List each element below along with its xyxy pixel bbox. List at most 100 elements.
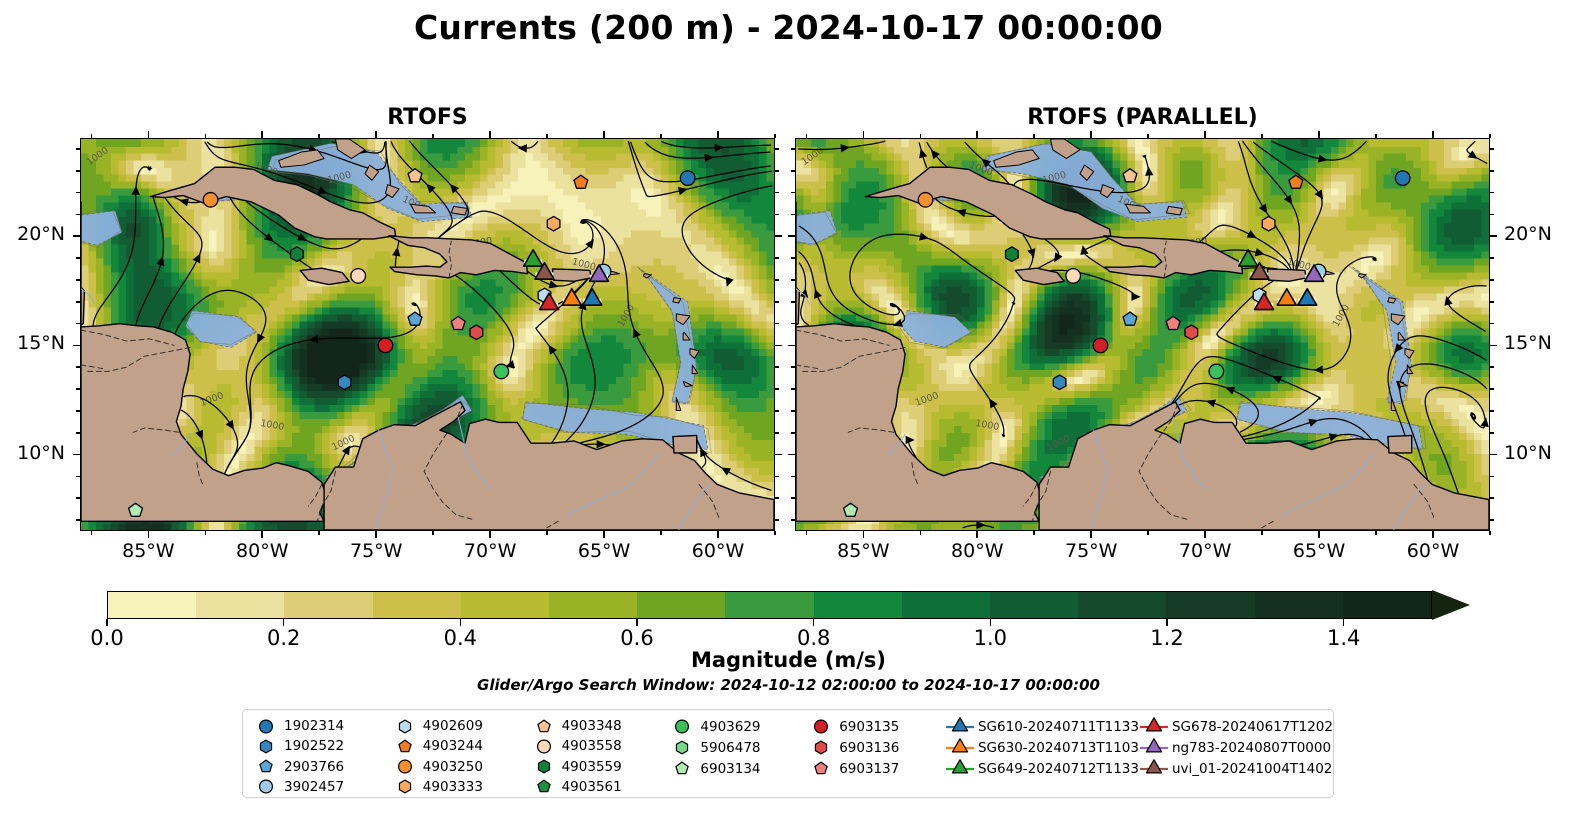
marker-2903766[interactable] [407,311,423,326]
legend-entry-1902522[interactable]: 1902522 [251,736,390,756]
marker-4903348[interactable] [407,168,423,183]
colorbar-band-13 [1254,592,1343,618]
marker-1902522[interactable] [337,374,352,391]
marker-ng783-20240807T0000[interactable] [588,264,610,283]
marker-4903558[interactable] [350,267,367,284]
lon-tick-top-4 [1318,131,1320,138]
marker-4903629[interactable] [493,363,510,380]
marker-SG610-20240711T1133[interactable] [1296,288,1318,307]
legend[interactable]: 1902314 1902522 2903766 3902457 4902609 49032… [242,709,1334,798]
legend-entry-4902609[interactable]: 4902609 [390,716,529,736]
lon-minor-tick-top [204,134,207,138]
marker-1902522[interactable] [1052,374,1067,391]
marker-SG610-20240711T1133[interactable] [581,288,603,307]
legend-entry-6903134[interactable]: 6903134 [667,758,806,779]
legend-entry-4903250[interactable]: 4903250 [390,757,529,777]
marker-SG649-20240712T1133[interactable] [1237,248,1259,267]
lat-minor-tick [76,279,80,281]
marker-1902314[interactable] [679,170,696,187]
legend-entry-1902314[interactable]: 1902314 [251,716,390,736]
marker-4903244[interactable] [573,174,589,189]
legend-entry-5906478[interactable]: 5906478 [667,737,806,758]
marker-6903136[interactable] [1184,324,1199,341]
marker-4903559[interactable] [1004,246,1019,263]
legend-entry-4903348[interactable]: 4903348 [529,716,668,736]
lat-minor-tick-right [775,366,779,369]
marker-2903766[interactable] [1122,311,1138,326]
marker-4903333[interactable] [546,215,561,232]
lat-minor-tick-right [1490,519,1494,521]
marker-6903135[interactable] [1092,337,1109,354]
legend-column-4: 6903135 6903136 6903137 [806,716,945,797]
colorbar-band-7 [725,592,814,618]
marker-SG649-20240712T1133[interactable] [522,248,544,267]
marker-6903137[interactable] [450,315,466,331]
legend-entry-ng783-20240807T0000[interactable]: ng783-20240807T0000 [1139,737,1333,758]
argo-marker-icon [390,777,420,796]
legend-entry-6903137[interactable]: 6903137 [806,758,945,779]
lon-tick-top-0 [147,131,150,138]
lon-label-5: 60°W [691,540,745,562]
legend-entry-3902457[interactable]: 3902457 [251,777,390,797]
marker-6903136[interactable] [469,324,484,341]
legend-label: 6903134 [700,760,761,777]
legend-entry-SG678-20240617T1202[interactable]: SG678-20240617T1202 [1139,716,1333,737]
marker-SG630-20240713T1103[interactable] [1276,288,1298,307]
lon-label-1: 80°W [236,540,289,562]
marker-6903134[interactable] [127,502,144,517]
legend-label: SG678-20240617T1202 [1171,718,1333,735]
marker-SG678-20240617T1202[interactable] [538,292,560,311]
legend-entry-uvi_01-20241004T1402[interactable]: uvi_01-20241004T1402 [1139,758,1333,779]
colorbar-tick-1 [282,619,285,626]
marker-uvi_01-20241004T1402[interactable] [1249,261,1270,280]
marker-ng783-20240807T0000[interactable] [1303,264,1325,283]
legend-label: 1902314 [284,718,345,735]
legend-entry-SG649-20240712T1133[interactable]: SG649-20240712T1133 [945,758,1139,779]
legend-entry-4903244[interactable]: 4903244 [390,736,529,756]
lat-label-left-1: 15°N [17,332,65,355]
marker-1902314[interactable] [1394,170,1411,187]
colorbar[interactable] [107,590,1470,620]
legend-entry-4903559[interactable]: 4903559 [529,757,668,777]
lat-minor-tick-right [775,279,779,281]
marker-4903348[interactable] [1122,168,1138,183]
lon-tick-top-4 [603,131,605,138]
lat-minor-tick-right [1490,300,1494,303]
lat-tick-right-0 [1490,453,1497,456]
legend-entry-6903135[interactable]: 6903135 [806,716,945,737]
legend-entry-4903558[interactable]: 4903558 [529,736,668,756]
lon-tick-top-2 [1090,131,1093,138]
lon-tick-0 [147,531,150,538]
legend-column-1: 4902609 4903244 4903250 4903333 [390,716,529,797]
marker-4903244[interactable] [1288,174,1304,189]
map-panel-rtofs-parallel[interactable]: 1000100010001000100010001000100010001000… [795,138,1490,531]
legend-entry-4903333[interactable]: 4903333 [390,777,529,797]
streamlines [92,140,773,491]
marker-uvi_01-20241004T1402[interactable] [534,261,555,280]
marker-4903629[interactable] [1208,363,1225,380]
legend-label: 4903348 [561,718,622,735]
legend-entry-4903629[interactable]: 4903629 [667,716,806,737]
lat-minor-tick [76,431,80,434]
marker-4903558[interactable] [1065,267,1082,284]
marker-SG630-20240713T1103[interactable] [561,288,583,307]
marker-4903250[interactable] [917,191,934,208]
lon-label-2: 75°W [349,540,403,562]
marker-6903135[interactable] [377,337,394,354]
marker-4903250[interactable] [202,191,219,208]
lat-minor-tick-right [1490,431,1494,434]
marker-SG678-20240617T1202[interactable] [1253,292,1275,311]
lat-label-left-0: 10°N [17,441,65,464]
legend-entry-6903136[interactable]: 6903136 [806,737,945,758]
legend-entry-2903766[interactable]: 2903766 [251,757,390,777]
marker-6903134[interactable] [842,502,859,517]
legend-entry-SG610-20240711T1133[interactable]: SG610-20240711T1133 [945,716,1139,737]
marker-4903559[interactable] [289,246,304,263]
lon-tick-3 [1204,531,1206,538]
lat-label-right-2: 20°N [1504,223,1552,246]
legend-entry-SG630-20240713T1103[interactable]: SG630-20240713T1103 [945,737,1139,758]
marker-6903137[interactable] [1165,315,1181,331]
marker-4903333[interactable] [1261,215,1276,232]
legend-entry-4903561[interactable]: 4903561 [529,777,668,797]
map-panel-rtofs[interactable]: 1000100010001000100010001000100010001000… [80,138,775,531]
